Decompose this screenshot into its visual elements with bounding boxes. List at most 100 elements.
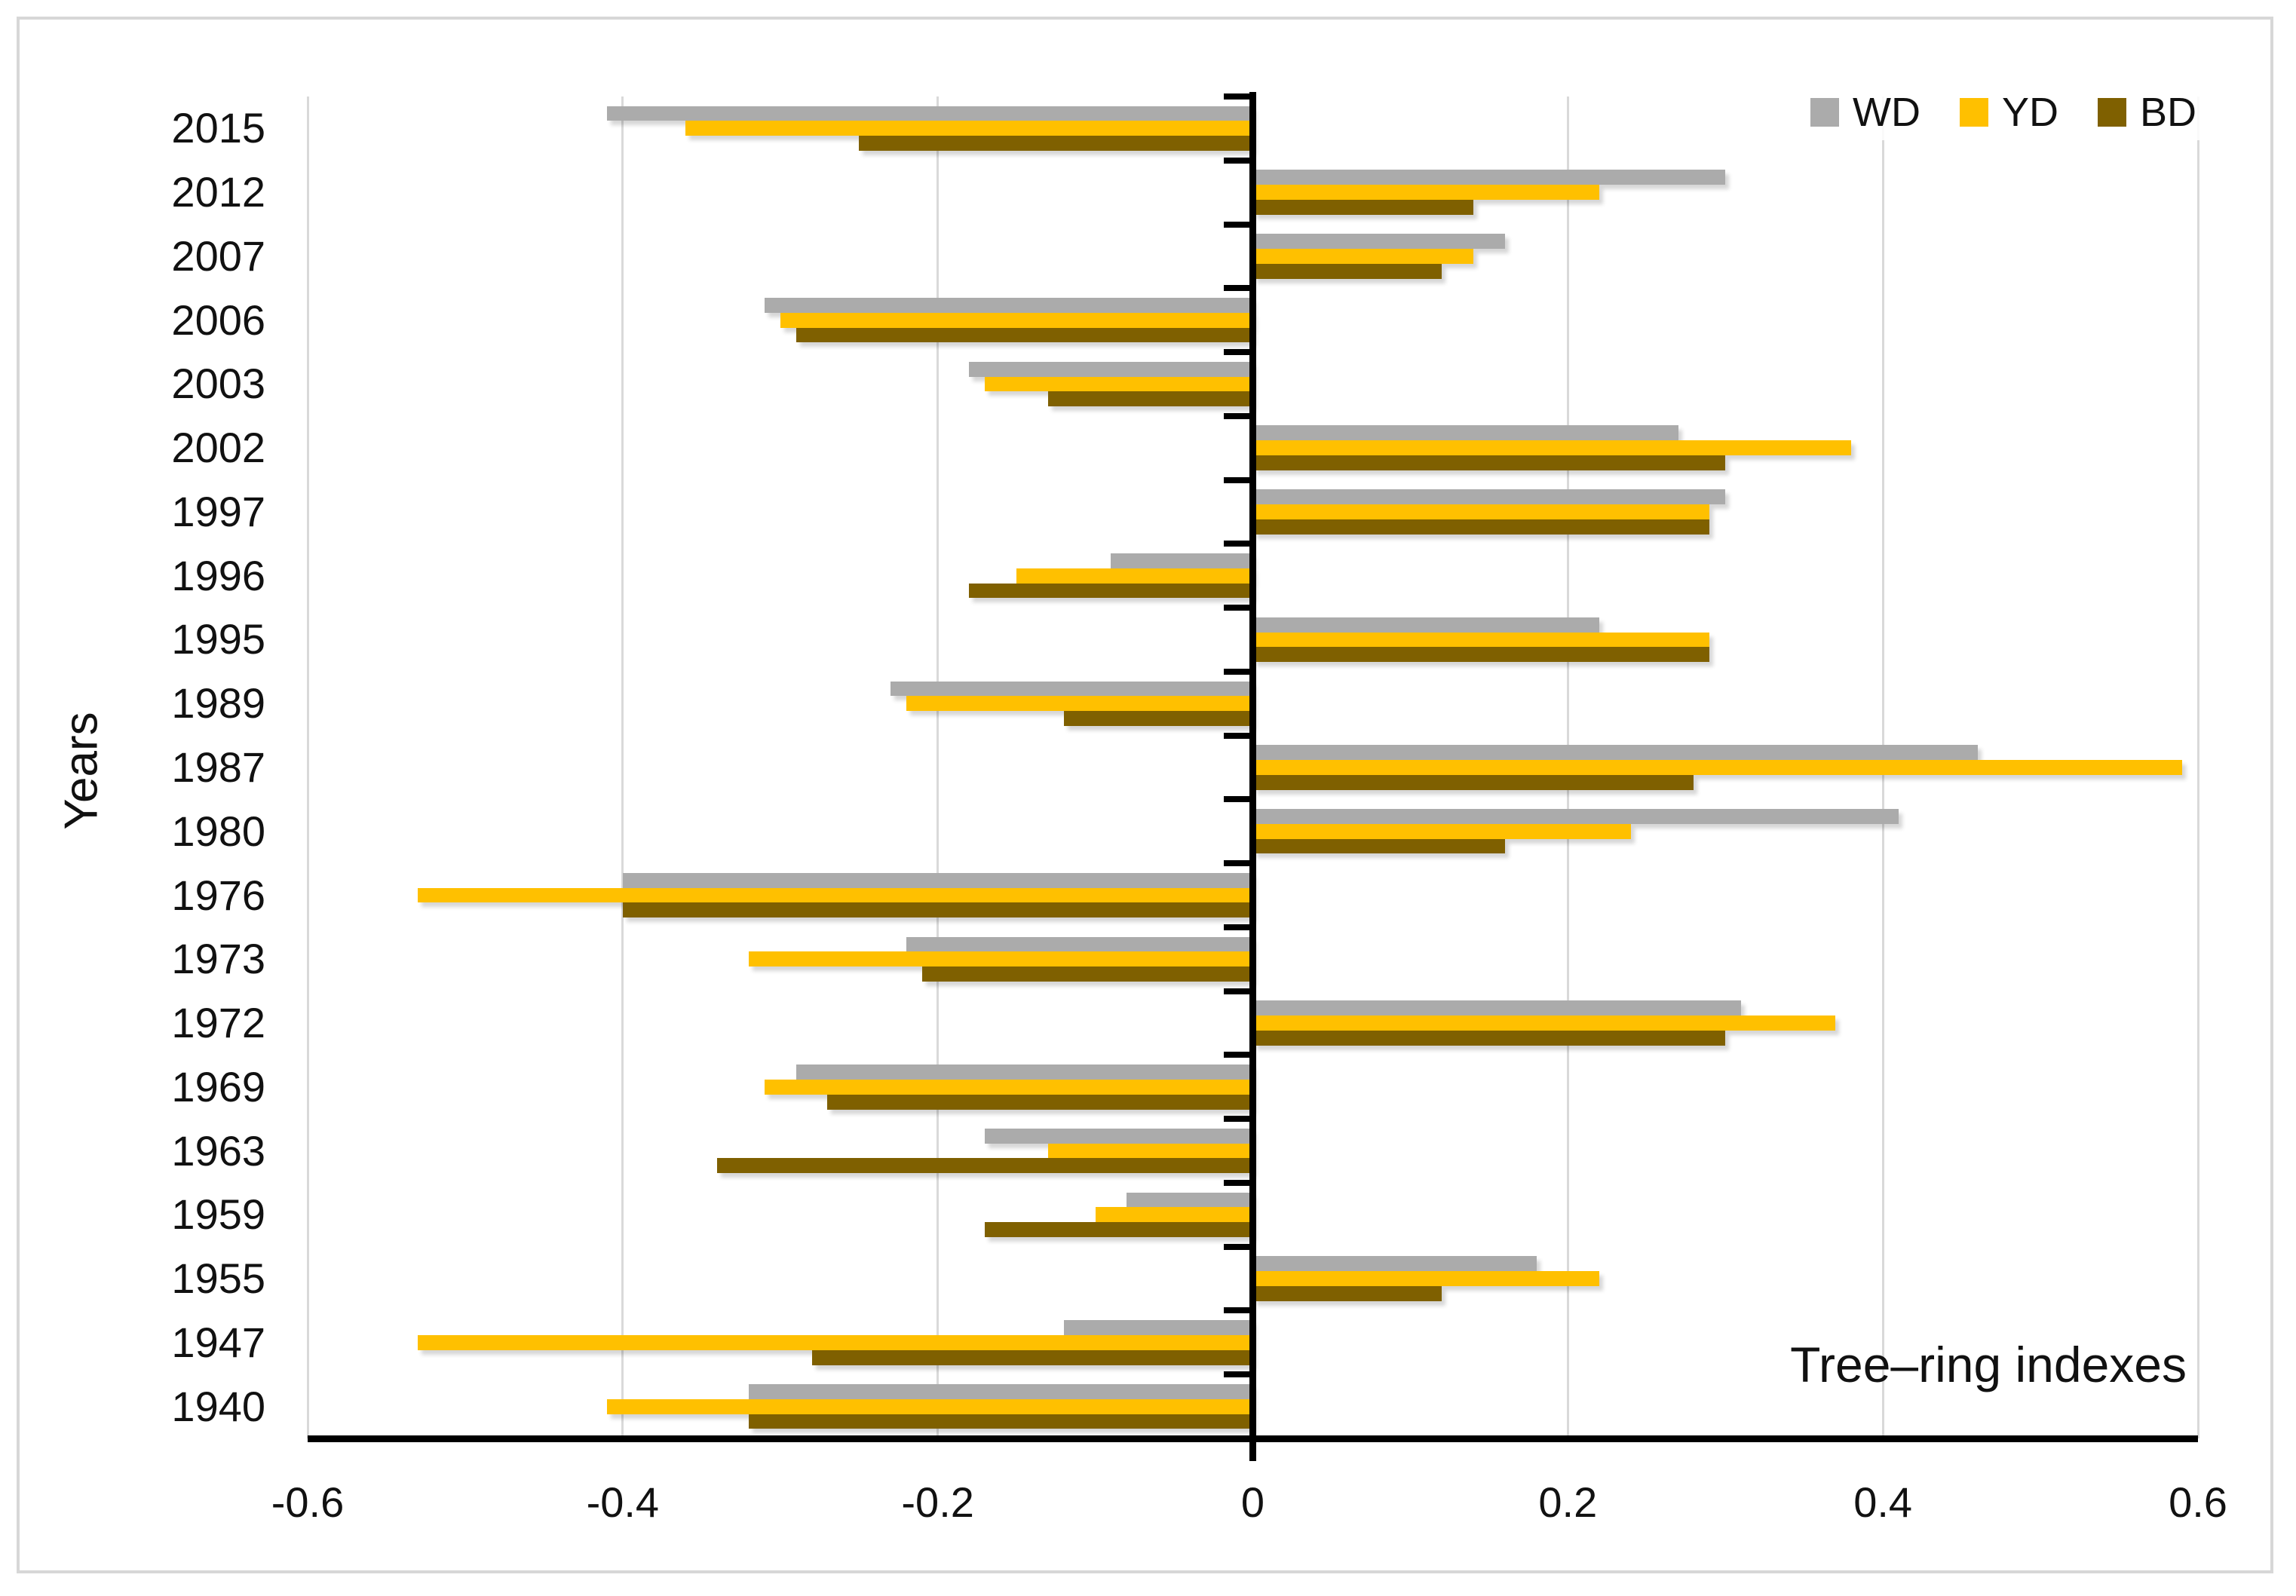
category-axis-tick <box>1224 668 1249 675</box>
bar-bd-1987 <box>1252 774 1694 790</box>
y-tick-label-1955: 1955 <box>171 1254 265 1303</box>
bar-yd-1976 <box>418 887 1253 903</box>
bar-wd-2002 <box>1252 425 1678 441</box>
bar-bd-1969 <box>827 1094 1253 1110</box>
gridline-x--0.6 <box>306 96 309 1438</box>
y-tick-label-1972: 1972 <box>171 999 265 1047</box>
gridline-x--0.4 <box>621 96 624 1438</box>
category-axis-tick <box>1224 412 1249 419</box>
bar-wd-1976 <box>622 872 1253 888</box>
bar-yd-1940 <box>606 1398 1253 1414</box>
bar-bd-1940 <box>748 1414 1253 1429</box>
y-tick-label-1980: 1980 <box>171 807 265 855</box>
bar-wd-2012 <box>1252 170 1726 185</box>
bar-wd-1947 <box>1063 1320 1253 1335</box>
bar-bd-1972 <box>1252 1030 1726 1046</box>
bar-yd-1995 <box>1252 632 1710 648</box>
bar-wd-1989 <box>890 681 1253 697</box>
y-tick-label-1973: 1973 <box>171 935 265 983</box>
category-axis-tick <box>1224 732 1249 739</box>
bar-wd-1997 <box>1252 489 1726 505</box>
y-tick-label-1959: 1959 <box>171 1190 265 1239</box>
y-tick-label-1940: 1940 <box>171 1382 265 1430</box>
bar-bd-1955 <box>1252 1285 1442 1301</box>
y-tick-label-1987: 1987 <box>171 743 265 791</box>
y-tick-label-2003: 2003 <box>171 360 265 408</box>
category-axis-tick <box>1224 1116 1249 1123</box>
y-tick-label-1976: 1976 <box>171 871 265 919</box>
bar-bd-1963 <box>717 1158 1253 1174</box>
bar-wd-1959 <box>1127 1192 1253 1208</box>
bar-yd-1997 <box>1252 504 1710 519</box>
category-axis-tick <box>1224 1243 1249 1250</box>
bar-yd-1963 <box>1047 1143 1253 1159</box>
bar-wd-1955 <box>1252 1256 1537 1272</box>
bar-yd-2012 <box>1252 185 1600 201</box>
category-axis-tick <box>1224 988 1249 994</box>
bar-wd-2003 <box>969 361 1253 377</box>
bar-bd-1947 <box>811 1349 1253 1365</box>
y-axis-title: Years <box>55 712 108 830</box>
y-tick-label-1969: 1969 <box>171 1062 265 1110</box>
bar-bd-2003 <box>1047 391 1253 407</box>
y-tick-label-1995: 1995 <box>171 615 265 663</box>
category-axis-tick <box>1224 541 1249 547</box>
legend-item-wd: WD <box>1810 89 1920 136</box>
bar-bd-2012 <box>1252 200 1473 215</box>
category-axis-tick <box>1224 285 1249 292</box>
category-axis <box>1249 92 1256 1461</box>
bar-wd-1996 <box>1111 553 1253 568</box>
category-axis-tick <box>1224 476 1249 483</box>
legend-label-yd: YD <box>2001 90 2058 135</box>
bar-wd-1940 <box>748 1383 1253 1399</box>
bar-wd-2015 <box>606 106 1253 121</box>
bar-wd-1973 <box>906 936 1253 952</box>
bar-bd-1959 <box>985 1222 1253 1238</box>
x-tick-label--0.6: -0.6 <box>271 1478 345 1526</box>
category-axis-tick <box>1224 796 1249 803</box>
y-tick-label-2002: 2002 <box>171 424 265 472</box>
bar-yd-1972 <box>1252 1015 1836 1031</box>
x-tick-label-0.4: 0.4 <box>1853 1478 1913 1526</box>
bar-yd-2003 <box>985 376 1253 392</box>
bar-bd-1980 <box>1252 838 1505 854</box>
x-tick-label--0.2: -0.2 <box>901 1478 974 1526</box>
bar-yd-1989 <box>906 696 1253 712</box>
bar-wd-2007 <box>1252 234 1505 249</box>
chart-frame <box>17 17 2273 1573</box>
x-tick-label--0.4: -0.4 <box>586 1478 660 1526</box>
bar-bd-2006 <box>795 327 1253 343</box>
category-axis-tick <box>1224 349 1249 356</box>
bar-bd-1989 <box>1063 711 1253 726</box>
y-tick-label-1996: 1996 <box>171 551 265 599</box>
y-tick-label-1963: 1963 <box>171 1126 265 1175</box>
bar-yd-1955 <box>1252 1271 1600 1286</box>
y-tick-label-1947: 1947 <box>171 1318 265 1366</box>
legend-swatch-wd <box>1810 98 1839 127</box>
bar-bd-2007 <box>1252 263 1442 279</box>
bar-yd-2002 <box>1252 440 1852 456</box>
bar-yd-1973 <box>748 951 1253 967</box>
bar-wd-1980 <box>1252 809 1899 824</box>
y-tick-label-2012: 2012 <box>171 168 265 216</box>
bar-bd-1996 <box>969 583 1253 599</box>
legend-item-bd: BD <box>2097 89 2196 136</box>
y-tick-label-2006: 2006 <box>171 296 265 344</box>
category-axis-tick <box>1224 860 1249 867</box>
category-axis-tick <box>1224 157 1249 164</box>
y-tick-label-1989: 1989 <box>171 679 265 728</box>
bar-bd-1997 <box>1252 519 1710 535</box>
bar-yd-1959 <box>1095 1207 1253 1223</box>
y-tick-label-2007: 2007 <box>171 231 265 280</box>
category-axis-tick <box>1224 1179 1249 1186</box>
bar-yd-2015 <box>685 121 1253 136</box>
bar-yd-2007 <box>1252 249 1473 264</box>
bar-wd-1995 <box>1252 617 1600 633</box>
bar-yd-1969 <box>764 1079 1253 1095</box>
bar-bd-2002 <box>1252 455 1726 470</box>
legend-label-wd: WD <box>1853 90 1920 135</box>
bar-bd-1995 <box>1252 647 1710 663</box>
bar-wd-1987 <box>1252 745 1978 761</box>
category-axis-tick <box>1224 924 1249 930</box>
